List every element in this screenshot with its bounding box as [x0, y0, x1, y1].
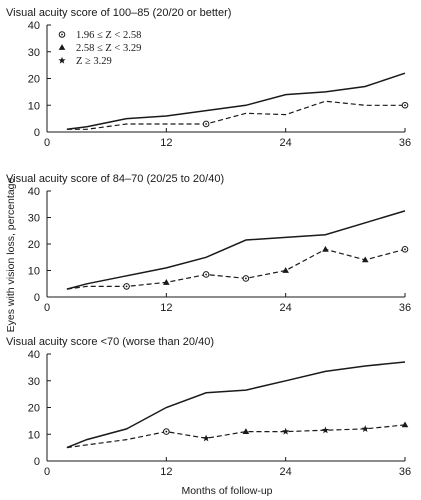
- y-tick-label: 0: [34, 292, 40, 304]
- y-tick-label: 20: [28, 239, 40, 251]
- data-point-circle-dot: [242, 275, 250, 282]
- data-point-triangle: [361, 256, 369, 263]
- data-point-star: [282, 427, 290, 435]
- series-line-solid: [66, 210, 406, 290]
- chart-panel-1: Visual acuity score of 100–85 (20/20 or …: [6, 7, 411, 149]
- y-tick-label: 0: [34, 127, 40, 139]
- series-line-solid: [66, 361, 406, 449]
- x-tick-label: 12: [160, 302, 172, 314]
- legend: 1.96 ≤ Z < 2.58 2.58 ≤ Z < 3.29 Z ≥ 3.29: [58, 30, 141, 67]
- data-point-circle-dot: [123, 283, 130, 290]
- y-tick-label: 40: [28, 20, 40, 32]
- data-point-triangle: [322, 245, 329, 252]
- chart-panels: Visual acuity score of 100–85 (20/20 or …: [6, 7, 411, 478]
- y-tick-label: 40: [28, 186, 40, 198]
- x-tick-label: 12: [160, 466, 172, 478]
- x-tick-label: 24: [280, 466, 292, 478]
- data-point-circle-dot: [202, 120, 210, 128]
- y-tick-label: 20: [28, 74, 40, 86]
- circle-dot-icon: [58, 31, 66, 38]
- x-tick-label: 36: [399, 137, 411, 149]
- y-tick-label: 0: [34, 456, 40, 468]
- y-tick-label: 30: [28, 213, 40, 225]
- y-tick-label: 40: [28, 349, 40, 361]
- data-point-circle-dot: [401, 246, 409, 253]
- data-point-triangle: [242, 428, 250, 434]
- y-tick-label: 10: [28, 266, 40, 278]
- series-line-dashed: [66, 424, 406, 449]
- data-point-star: [361, 425, 369, 432]
- data-point-circle-dot: [163, 428, 170, 435]
- data-point-triangle: [282, 267, 289, 273]
- x-tick-label: 36: [399, 466, 411, 478]
- x-tick-label: 0: [44, 466, 50, 478]
- y-tick-label: 20: [28, 403, 40, 415]
- data-point-star: [321, 426, 330, 434]
- data-point-triangle: [163, 279, 170, 285]
- data-point-circle-dot: [401, 101, 409, 109]
- panel-title: Visual acuity score of 100–85 (20/20 or …: [6, 7, 231, 19]
- x-tick-label: 36: [399, 302, 411, 314]
- data-point-star: [202, 434, 210, 442]
- legend-label: 2.58 ≤ Z < 3.29: [76, 43, 141, 54]
- x-tick-label: 24: [280, 302, 292, 314]
- star-icon: [58, 56, 66, 64]
- x-tick-label: 0: [44, 302, 50, 314]
- y-tick-label: 10: [28, 429, 40, 441]
- x-tick-label: 12: [160, 137, 172, 149]
- y-axis-label: Eyes with vision loss, percentage: [5, 178, 17, 333]
- panel-title: Visual acuity score of 84–70 (20/25 to 2…: [6, 173, 224, 185]
- series-line-dashed: [66, 248, 406, 290]
- data-point-triangle: [401, 421, 409, 428]
- series-line-solid: [66, 72, 406, 131]
- x-tick-label: 24: [280, 137, 292, 149]
- y-tick-label: 30: [28, 47, 40, 59]
- series-line-dashed: [66, 100, 405, 130]
- chart-panel-2: Visual acuity score of 84–70 (20/25 to 2…: [6, 173, 411, 314]
- triangle-icon: [58, 44, 66, 50]
- panel-title: Visual acuity score <70 (worse than 20/4…: [6, 336, 214, 348]
- x-tick-label: 0: [44, 137, 50, 149]
- y-tick-label: 30: [28, 376, 40, 388]
- y-tick-label: 10: [28, 100, 40, 112]
- legend-label: 1.96 ≤ Z < 2.58: [76, 30, 141, 41]
- data-point-circle-dot: [202, 271, 210, 278]
- chart-panel-3: Visual acuity score <70 (worse than 20/4…: [6, 336, 411, 478]
- x-axis-label: Months of follow-up: [181, 485, 272, 497]
- legend-label: Z ≥ 3.29: [76, 56, 112, 67]
